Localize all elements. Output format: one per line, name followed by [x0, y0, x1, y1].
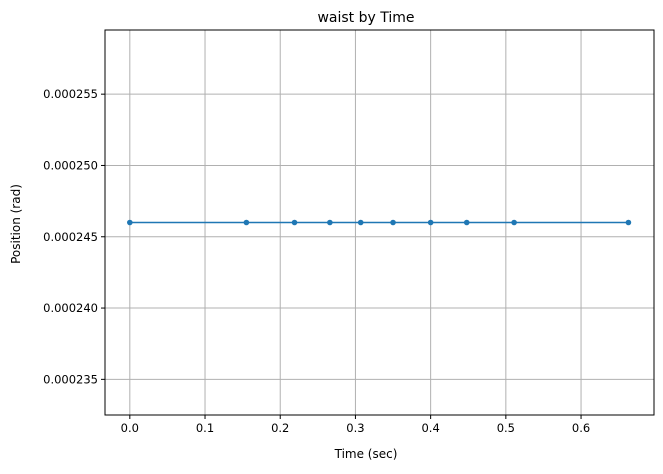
plot-area-frame — [104, 29, 655, 416]
x-axis-ticks: 0.0 0.1 0.2 0.3 0.4 0.5 0.6 — [121, 415, 590, 435]
data-point — [291, 219, 298, 226]
series-layer — [127, 219, 632, 226]
x-tick-label: 0.0 — [121, 421, 139, 435]
y-axis-label: Position (rad) — [9, 184, 23, 264]
data-point — [390, 219, 396, 226]
data-point — [127, 219, 133, 226]
data-point — [327, 219, 333, 226]
x-tick-label: 0.6 — [572, 421, 590, 435]
data-point — [511, 219, 517, 226]
y-axis-ticks: 0.000235 0.000240 0.000245 0.000250 0.000255 — [43, 87, 105, 386]
data-point — [463, 219, 470, 226]
y-tick-label: 0.000250 — [43, 158, 98, 172]
x-tick-label: 0.1 — [196, 421, 214, 435]
x-tick-label: 0.5 — [497, 421, 515, 435]
y-tick-label: 0.000245 — [43, 230, 98, 244]
x-tick-label: 0.4 — [421, 421, 439, 435]
data-point — [427, 219, 434, 226]
x-tick-label: 0.3 — [346, 421, 364, 435]
data-point — [357, 219, 364, 226]
x-axis-label: Time (sec) — [334, 447, 398, 461]
data-point — [243, 219, 250, 226]
y-tick-label: 0.000240 — [43, 301, 98, 315]
x-tick-label: 0.2 — [271, 421, 289, 435]
data-point — [625, 219, 632, 226]
chart-title: waist by Time — [317, 10, 414, 26]
y-tick-label: 0.000235 — [43, 372, 98, 386]
y-tick-label: 0.000255 — [43, 87, 98, 101]
